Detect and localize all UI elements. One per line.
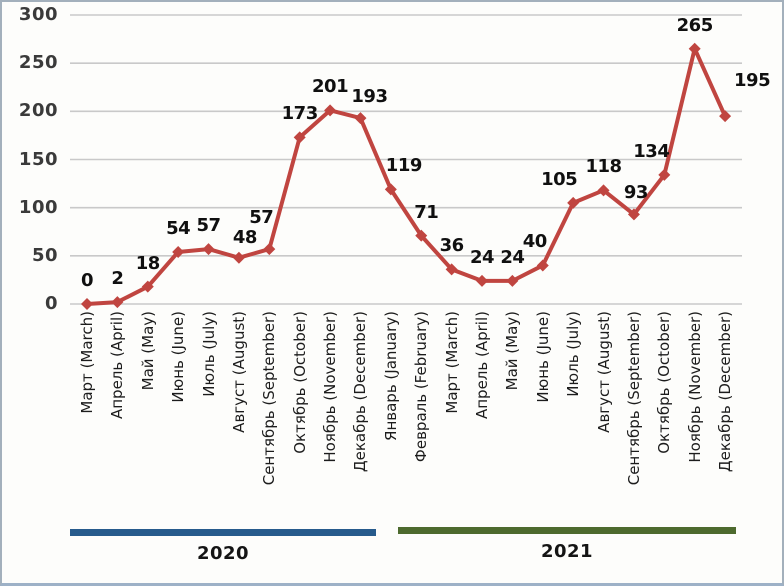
x-axis-month-label-text: Сентябрь (September)	[624, 311, 643, 486]
data-point-label: 0	[80, 270, 94, 291]
data-point-label: 24	[469, 246, 495, 268]
data-point-marker	[324, 104, 337, 117]
period-bar-2020	[70, 529, 376, 536]
data-point-marker	[476, 274, 489, 287]
data-point-label: 48	[232, 226, 258, 248]
data-point-marker	[719, 110, 732, 123]
data-point-label: 265	[676, 14, 714, 36]
data-point-marker	[627, 208, 640, 221]
x-axis-month-label-text: Октябрь (October)	[655, 311, 674, 454]
x-axis-month-label-text: Июль (July)	[199, 311, 218, 397]
x-axis-month-label-text: Октябрь (October)	[290, 311, 309, 454]
data-point-marker	[81, 298, 93, 310]
data-point-marker	[567, 196, 580, 209]
data-point-marker	[172, 245, 185, 258]
x-axis-month-label-text: Март (March)	[78, 311, 96, 414]
data-point-label: 57	[196, 215, 222, 237]
data-point-label: 54	[166, 217, 191, 239]
y-axis-tick-label: 100	[18, 196, 58, 218]
data-point-marker	[415, 229, 428, 242]
x-axis-month-label-text: Май (May)	[138, 311, 157, 391]
period-bar-2021	[398, 527, 736, 534]
y-axis-tick-label: 150	[18, 148, 58, 170]
period-label-2021: 2021	[540, 541, 594, 562]
y-axis-tick-label: 300	[18, 4, 58, 25]
series-line	[86, 46, 727, 306]
data-point-label: 24	[500, 246, 525, 268]
data-point-label: 195	[734, 70, 771, 92]
data-point-label: 134	[633, 140, 670, 162]
data-point-label: 105	[541, 168, 578, 190]
x-axis-month-label-text: Декабрь (December)	[716, 311, 735, 473]
x-axis-month-label-text: Август (August)	[594, 311, 613, 433]
data-point-label: 71	[414, 201, 439, 223]
data-point-marker	[111, 296, 124, 309]
x-axis-month-label-text: Ноябрь (November)	[321, 311, 340, 463]
period-label-2020: 2020	[196, 543, 250, 564]
x-axis-month-label-text: Апрель (April)	[108, 311, 127, 420]
data-point-label: 118	[585, 156, 622, 178]
x-axis-month-label-text: Январь (January)	[381, 311, 400, 441]
x-axis-month-label-text: Май (May)	[503, 311, 522, 391]
data-point-marker	[384, 183, 397, 196]
x-axis-month-label-text: Март (March)	[442, 311, 461, 414]
y-axis-tick-label: 0	[44, 293, 58, 314]
data-point-marker	[688, 42, 701, 55]
data-point-label: 193	[351, 86, 388, 108]
data-point-marker	[263, 243, 276, 256]
x-axis-month-label-text: Декабрь (December)	[351, 311, 370, 473]
x-axis-month-label-text: Сентябрь (September)	[260, 311, 279, 486]
y-axis-tick-label: 50	[31, 244, 58, 266]
data-point-marker	[597, 184, 610, 197]
data-point-label: 36	[439, 235, 465, 257]
data-point-label: 2	[111, 268, 124, 290]
data-point-label: 201	[312, 76, 349, 98]
data-point-label: 18	[135, 252, 161, 274]
y-axis-tick-label: 200	[18, 100, 58, 122]
x-axis-month-label-text: Июнь (June)	[169, 311, 188, 403]
data-point-marker	[141, 280, 154, 293]
data-point-marker	[293, 131, 306, 144]
data-point-label: 173	[281, 103, 319, 125]
data-point-marker	[536, 259, 549, 272]
x-axis-month-label-text: Ноябрь (November)	[685, 311, 704, 463]
data-point-marker	[658, 168, 671, 181]
data-point-marker	[232, 251, 245, 264]
x-axis-month-label-text: Февраль (February)	[412, 311, 431, 463]
x-axis-month-label-text: Июнь (June)	[533, 311, 552, 403]
x-axis-month-label-text: Апрель (April)	[473, 311, 491, 420]
y-axis-tick-label: 250	[18, 52, 58, 74]
x-axis-month-label-text: Август (August)	[229, 311, 248, 433]
data-point-label: 93	[623, 182, 649, 204]
data-point-marker	[354, 112, 367, 125]
data-point-label: 119	[385, 155, 423, 177]
data-point-label: 57	[249, 207, 274, 229]
data-point-label: 40	[522, 231, 548, 253]
data-point-marker	[506, 274, 519, 287]
x-axis-month-label-text: Июль (July)	[564, 311, 583, 397]
data-point-marker	[445, 263, 458, 276]
data-point-marker	[202, 243, 215, 256]
